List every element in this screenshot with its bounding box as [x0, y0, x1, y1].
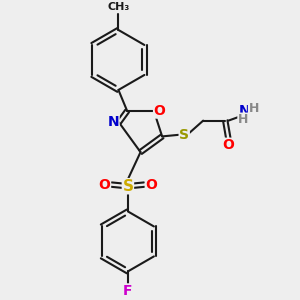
Text: S: S [179, 128, 189, 142]
Text: O: O [145, 178, 157, 192]
Text: O: O [223, 138, 234, 152]
Text: H: H [238, 113, 248, 126]
Text: CH₃: CH₃ [107, 2, 130, 12]
Text: O: O [99, 178, 110, 192]
Text: N: N [238, 104, 250, 118]
Text: F: F [123, 284, 133, 298]
Text: N: N [107, 116, 119, 129]
Text: H: H [248, 101, 259, 115]
Text: O: O [154, 104, 166, 118]
Text: S: S [122, 179, 134, 194]
